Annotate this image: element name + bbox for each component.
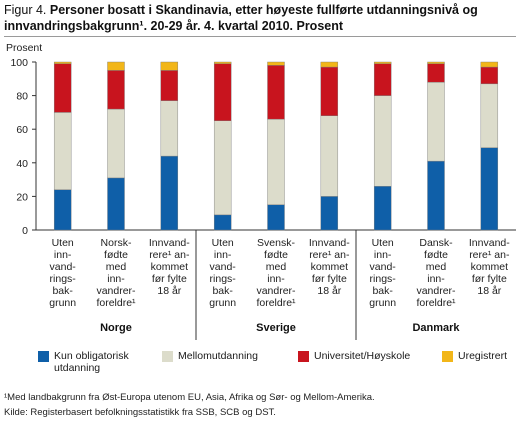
- x-category-label: Dansk-fødte med inn-vandrer-foreldre¹: [416, 237, 456, 309]
- bar-segment-0-6: [373, 186, 392, 231]
- bar-segment-0-0: [53, 189, 72, 231]
- bar-segment-1-4: [267, 118, 285, 206]
- bar-segment-1-6: [373, 95, 392, 187]
- x-category-label: Innvand-rere¹ an-kommet før fylte 18 år: [149, 237, 190, 297]
- bar-segment-3-6: [373, 61, 392, 64]
- footnote-source: Kilde: Registerbasert befolkningsstatist…: [4, 407, 276, 418]
- x-category-label: Innvand-rere¹ an-kommet før fylte 18 år: [469, 237, 510, 297]
- y-tick-label: 0: [22, 225, 28, 237]
- bar-segment-0-2: [160, 155, 179, 231]
- bar-segment-2-4: [267, 65, 285, 120]
- y-tick-label: 80: [16, 91, 28, 103]
- x-category-label: Innvand-rere¹ an-kommet før fylte 18 år: [309, 237, 350, 297]
- bar-segment-1-5: [320, 115, 339, 197]
- legend-item: Mellomutdanning: [162, 350, 258, 362]
- bar-segment-1-2: [160, 100, 179, 157]
- legend-swatch: [162, 351, 173, 362]
- bar-segment-3-3: [213, 61, 232, 64]
- group-label: Danmark: [412, 322, 460, 334]
- legend-swatch: [442, 351, 453, 362]
- bar-segment-3-2: [160, 61, 179, 71]
- chart-legend: Kun obligatorisk utdanning Mellomutdannin…: [38, 350, 518, 374]
- bar-segment-2-7: [427, 63, 445, 83]
- y-tick-label: 40: [16, 158, 28, 170]
- y-tick-label: 60: [16, 124, 28, 136]
- group-label: Norge: [100, 322, 132, 334]
- x-category-label: Uten inn-vand-rings-bak-grunn: [209, 237, 236, 309]
- bar-segment-3-8: [480, 61, 499, 68]
- bar-segment-0-3: [213, 214, 232, 231]
- bar-segment-0-5: [320, 196, 339, 231]
- legend-swatch: [298, 351, 309, 362]
- legend-item: Uregistrert: [442, 350, 507, 362]
- legend-swatch: [38, 351, 49, 362]
- stacked-bar-chart: Prosent 0 20 40 60 80 100 Uten inn-vand-rings-ba…: [6, 42, 516, 340]
- bar-segment-1-7: [427, 81, 445, 162]
- figure-prefix: Figur 4.: [4, 3, 47, 17]
- bar-segment-2-5: [320, 66, 339, 116]
- bar-segment-1-0: [53, 112, 72, 190]
- bar-segment-3-7: [427, 61, 445, 64]
- bar-segment-3-4: [267, 61, 285, 66]
- title-divider: [4, 36, 516, 37]
- group-label: Sverige: [256, 322, 296, 334]
- legend-item: Universitet/Høyskole: [298, 350, 410, 362]
- x-category-label: Svensk-fødte med inn-vandrer-foreldre¹: [256, 237, 296, 309]
- figure-title-text: Personer bosatt i Skandinavia, etter høy…: [4, 3, 478, 33]
- legend-label: Mellomutdanning: [178, 350, 258, 362]
- bar-segment-2-2: [160, 70, 179, 101]
- bar-segment-3-0: [53, 61, 72, 64]
- bar-segment-2-1: [107, 70, 125, 110]
- y-axis-label: Prosent: [6, 42, 42, 54]
- bar-segment-2-0: [53, 63, 72, 113]
- footnotes: ¹Med landbakgrunn fra Øst-Europa utenom …: [4, 390, 516, 420]
- bar-segment-0-4: [267, 204, 285, 231]
- bar-segment-3-5: [320, 61, 339, 68]
- footnote-immigrant-definition: ¹Med landbakgrunn fra Øst-Europa utenom …: [4, 392, 375, 403]
- x-category-label: Norsk-fødte med inn-vandrer-foreldre¹: [96, 237, 136, 309]
- legend-label: Uregistrert: [458, 350, 508, 362]
- bar-segment-2-8: [480, 66, 499, 85]
- legend-label: Kun obligatorisk utdanning: [54, 350, 129, 374]
- legend-label: Universitet/Høyskole: [314, 350, 411, 362]
- bar-segment-0-1: [107, 177, 125, 231]
- bar-segment-1-3: [213, 120, 232, 216]
- legend-item: Kun obligatorisk utdanning: [38, 350, 154, 374]
- bar-segment-2-6: [373, 63, 392, 96]
- figure-title: Figur 4. Personer bosatt i Skandinavia, …: [4, 2, 516, 34]
- bar-segment-3-1: [107, 61, 125, 71]
- bar-segment-1-1: [107, 108, 125, 179]
- bar-segment-0-8: [480, 147, 499, 231]
- y-tick-label: 20: [16, 191, 28, 203]
- x-category-label: Uten inn-vand-rings-bak-grunn: [49, 237, 76, 309]
- bar-segment-2-3: [213, 63, 232, 121]
- bar-segment-1-8: [480, 83, 499, 148]
- y-tick-label: 100: [10, 57, 28, 69]
- bar-segment-0-7: [427, 160, 445, 231]
- x-category-label: Uten inn-vand-rings-bak-grunn: [369, 237, 396, 309]
